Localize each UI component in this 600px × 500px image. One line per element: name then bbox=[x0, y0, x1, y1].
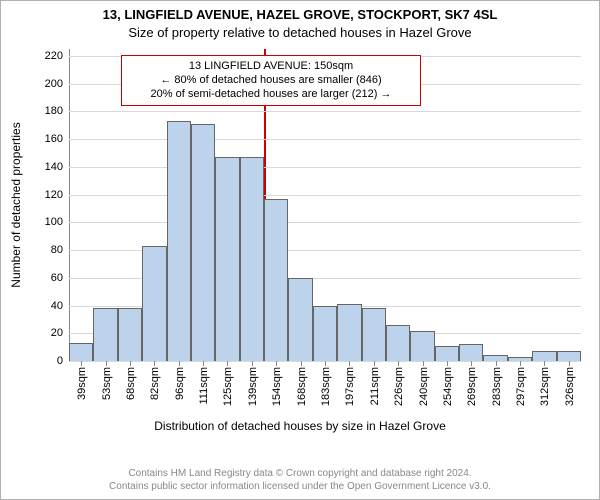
x-tick-mark bbox=[423, 361, 424, 366]
x-tick-mark bbox=[130, 361, 131, 366]
histogram-bar bbox=[240, 157, 264, 361]
x-tick-label: 226sqm bbox=[391, 367, 405, 406]
x-tick-label: 312sqm bbox=[537, 367, 551, 406]
histogram-bar bbox=[93, 308, 117, 361]
x-tick-label: 211sqm bbox=[367, 367, 381, 405]
histogram-bar bbox=[362, 308, 386, 361]
chart-frame: 13, LINGFIELD AVENUE, HAZEL GROVE, STOCK… bbox=[0, 0, 600, 500]
x-tick-mark bbox=[301, 361, 302, 366]
histogram-bar bbox=[215, 157, 239, 361]
y-tick-label: 0 bbox=[57, 355, 69, 367]
histogram-bar bbox=[459, 344, 483, 361]
footer-line-1: Contains HM Land Registry data © Crown c… bbox=[1, 467, 599, 480]
y-tick-label: 160 bbox=[45, 133, 69, 145]
x-tick-mark bbox=[374, 361, 375, 366]
x-tick-label: 68sqm bbox=[123, 367, 137, 400]
histogram-bar bbox=[435, 346, 459, 361]
x-tick-mark bbox=[252, 361, 253, 366]
histogram-bar bbox=[142, 246, 166, 361]
x-tick-label: 326sqm bbox=[562, 367, 576, 406]
x-tick-label: 125sqm bbox=[220, 367, 234, 406]
y-tick-label: 80 bbox=[51, 244, 69, 256]
x-tick-mark bbox=[154, 361, 155, 366]
chart-subtitle: Size of property relative to detached ho… bbox=[1, 25, 599, 40]
y-tick-label: 220 bbox=[45, 50, 69, 62]
gridline bbox=[69, 111, 581, 112]
x-tick-mark bbox=[447, 361, 448, 366]
x-tick-label: 240sqm bbox=[416, 367, 430, 406]
x-tick-label: 154sqm bbox=[269, 367, 283, 406]
y-tick-label: 100 bbox=[45, 216, 69, 228]
x-tick-label: 283sqm bbox=[489, 367, 503, 406]
histogram-bar bbox=[386, 325, 410, 361]
x-tick-mark bbox=[203, 361, 204, 366]
x-tick-label: 139sqm bbox=[245, 367, 259, 406]
y-tick-label: 120 bbox=[45, 189, 69, 201]
x-tick-label: 82sqm bbox=[147, 367, 161, 400]
x-tick-mark bbox=[276, 361, 277, 366]
x-tick-mark bbox=[569, 361, 570, 366]
x-tick-label: 168sqm bbox=[294, 367, 308, 406]
gridline bbox=[69, 139, 581, 140]
x-tick-label: 197sqm bbox=[342, 367, 356, 406]
x-tick-label: 39sqm bbox=[74, 367, 88, 400]
annotation-box: 13 LINGFIELD AVENUE: 150sqm ← 80% of det… bbox=[121, 55, 421, 106]
y-tick-label: 60 bbox=[51, 272, 69, 284]
annotation-line-2: ← 80% of detached houses are smaller (84… bbox=[128, 74, 414, 88]
y-tick-label: 140 bbox=[45, 161, 69, 173]
y-axis-line bbox=[69, 49, 70, 361]
footer-line-2: Contains public sector information licen… bbox=[1, 480, 599, 493]
x-tick-mark bbox=[520, 361, 521, 366]
x-tick-label: 254sqm bbox=[440, 367, 454, 406]
histogram-bar bbox=[410, 331, 434, 362]
histogram-bar bbox=[288, 278, 312, 361]
histogram-bar bbox=[557, 351, 581, 361]
x-tick-label: 96sqm bbox=[172, 367, 186, 400]
x-tick-mark bbox=[349, 361, 350, 366]
x-axis-label: Distribution of detached houses by size … bbox=[1, 419, 599, 433]
x-tick-mark bbox=[227, 361, 228, 366]
x-tick-mark bbox=[106, 361, 107, 366]
x-tick-mark bbox=[496, 361, 497, 366]
histogram-bar bbox=[264, 199, 288, 361]
gridline bbox=[69, 195, 581, 196]
x-tick-label: 183sqm bbox=[318, 367, 332, 406]
y-tick-label: 180 bbox=[45, 105, 69, 117]
x-tick-label: 53sqm bbox=[99, 367, 113, 400]
x-tick-mark bbox=[325, 361, 326, 366]
x-tick-mark bbox=[544, 361, 545, 366]
footer-attribution: Contains HM Land Registry data © Crown c… bbox=[1, 467, 599, 493]
annotation-line-1: 13 LINGFIELD AVENUE: 150sqm bbox=[128, 60, 414, 74]
x-tick-label: 269sqm bbox=[464, 367, 478, 406]
annotation-line-3: 20% of semi-detached houses are larger (… bbox=[128, 88, 414, 102]
x-tick-label: 297sqm bbox=[513, 367, 527, 406]
gridline bbox=[69, 222, 581, 223]
histogram-bar bbox=[532, 351, 556, 361]
histogram-bar bbox=[191, 124, 215, 361]
y-axis-label: Number of detached properties bbox=[9, 122, 23, 287]
histogram-bar bbox=[167, 121, 191, 361]
histogram-bar bbox=[69, 343, 93, 361]
histogram-bar bbox=[118, 308, 142, 361]
x-tick-mark bbox=[81, 361, 82, 366]
y-tick-label: 200 bbox=[45, 78, 69, 90]
histogram-bar bbox=[337, 304, 361, 361]
x-tick-mark bbox=[398, 361, 399, 366]
x-tick-mark bbox=[471, 361, 472, 366]
y-tick-label: 20 bbox=[51, 327, 69, 339]
gridline bbox=[69, 167, 581, 168]
chart-title-address: 13, LINGFIELD AVENUE, HAZEL GROVE, STOCK… bbox=[1, 7, 599, 22]
histogram-bar bbox=[313, 306, 337, 361]
x-tick-label: 111sqm bbox=[196, 367, 210, 405]
x-tick-mark bbox=[179, 361, 180, 366]
y-tick-label: 40 bbox=[51, 300, 69, 312]
